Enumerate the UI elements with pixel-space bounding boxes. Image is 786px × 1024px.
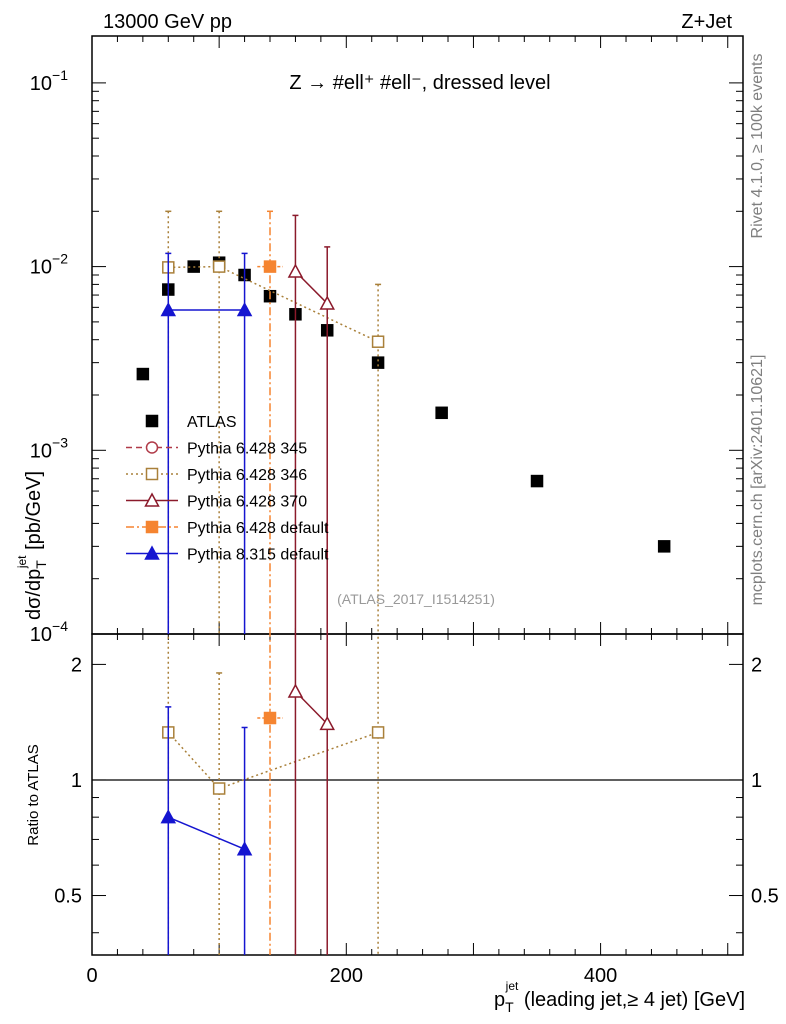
main-y-tick-label: 10−2	[30, 251, 68, 279]
legend-label-atlas: ATLAS	[187, 414, 237, 431]
pythia-6-428-370-ratio-point	[287, 683, 304, 698]
pythia-6-428-default-point	[263, 260, 277, 273]
atlas-data-point	[657, 540, 671, 553]
pythia-6-428-370-ratio-point	[319, 715, 335, 731]
rivet-version-label: Rivet 4.1.0, ≥ 100k events	[749, 54, 766, 239]
legend-marker-pythia-8-315-default	[144, 545, 160, 560]
analysis-id-label: (ATLAS_2017_I1514251)	[337, 591, 495, 607]
ratio-panel-frame	[91, 633, 744, 956]
ratio-y-tick-label-right: 0.5	[751, 886, 779, 908]
legend-marker-pythia-6-428-default	[145, 520, 159, 534]
pythia-8-315-default-point	[236, 301, 253, 317]
pythia-8-315-default-ratio-line	[167, 816, 245, 850]
ratio-y-tick-label-right: 1	[751, 770, 762, 792]
pythia-8-315-default-ratio-point	[236, 841, 253, 856]
legend-marker-atlas	[145, 414, 159, 428]
atlas-data-point	[530, 474, 544, 488]
ratio-y-axis-title: Ratio to ATLAS	[25, 744, 42, 845]
legend-marker-pythia-6-428-370	[144, 492, 160, 507]
pythia-6-428-370-point	[287, 263, 304, 278]
process-label: Z+Jet	[681, 11, 732, 33]
energy-label: 13000 GeV pp	[103, 11, 232, 33]
ratio-y-tick-label-left: 2	[71, 654, 82, 676]
x-axis-title: pTjet (leading jet,≥ 4 jet) [GeV]	[494, 979, 745, 1015]
main-panel-data	[136, 210, 671, 634]
pythia-6-428-346-point	[371, 335, 385, 348]
pythia-6-428-346-ratio-point	[371, 726, 385, 739]
main-y-tick-label: 10−1	[30, 67, 68, 95]
ratio-panel-data	[160, 634, 385, 955]
legend-marker-pythia-6-428-345	[145, 441, 159, 454]
x-tick-label: 200	[330, 965, 363, 987]
legend-label-pythia-6-428-346: Pythia 6.428 346	[187, 467, 307, 484]
legend-label-pythia-6-428-default: Pythia 6.428 default	[187, 520, 329, 537]
main-y-tick-label: 10−4	[30, 618, 68, 646]
mcplots-label: mcplots.cern.ch [arXiv:2401.10621]	[749, 355, 766, 606]
pythia-6-428-default-ratio-point	[263, 711, 277, 725]
plot-title: Z → #ell⁺ #ell⁻, dressed level	[289, 72, 550, 94]
x-tick-label: 0	[86, 965, 97, 987]
main-y-tick-label: 10−3	[30, 434, 68, 462]
ratio-y-tick-label-left: 1	[71, 770, 82, 792]
pythia-8-315-default-point	[160, 301, 177, 317]
legend-marker-pythia-6-428-346	[145, 467, 159, 481]
x-tick-label: 400	[584, 965, 617, 987]
legend-label-pythia-6-428-370: Pythia 6.428 370	[187, 494, 307, 511]
pythia-6-428-346-point	[212, 260, 226, 273]
atlas-data-point	[435, 406, 448, 420]
legend-label-pythia-8-315-default: Pythia 8.315 default	[187, 547, 329, 564]
ratio-y-tick-label-right: 2	[751, 654, 762, 676]
atlas-data-point	[371, 356, 385, 369]
pythia-8-315-default-ratio-point	[160, 809, 177, 824]
pythia-6-428-346-ratio-point	[212, 782, 226, 795]
pythia-6-428-346-line	[168, 265, 379, 343]
main-y-axis-title: dσ/dpTjet [pb/GeV]	[15, 471, 49, 620]
ratio-y-tick-label-left: 0.5	[54, 886, 82, 908]
atlas-data-point	[136, 367, 150, 381]
main-panel-frame	[91, 35, 744, 635]
legend-label-pythia-6-428-345: Pythia 6.428 345	[187, 441, 307, 458]
pythia-6-428-370-point	[319, 295, 335, 310]
